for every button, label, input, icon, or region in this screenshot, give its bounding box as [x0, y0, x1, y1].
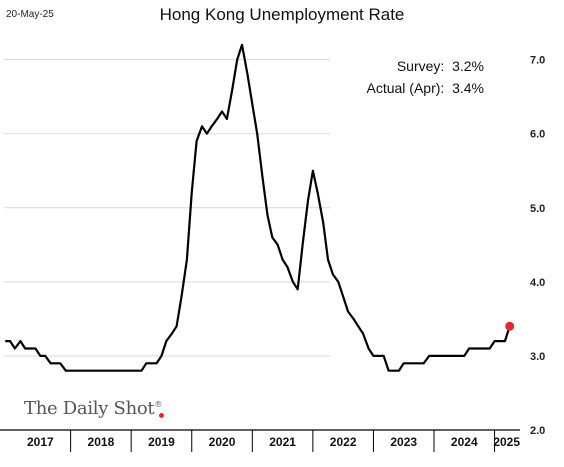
- x-tick-label: 2018: [88, 435, 115, 449]
- x-axis: 2017 2018 2019 2020 2021 2022 2023 2024 2025: [0, 429, 520, 452]
- x-tick-label: 2017: [27, 435, 54, 449]
- gridlines: [4, 59, 330, 357]
- x-tick-label: 2024: [451, 435, 478, 449]
- actual-annotation: Actual (Apr): 3.4%: [366, 80, 485, 96]
- y-tick-label: 4.0: [530, 277, 545, 289]
- date-stamp: 20-May-25: [6, 9, 54, 20]
- x-tick-label: 2025: [493, 435, 520, 449]
- x-tick-label: 2021: [269, 435, 296, 449]
- y-tick-label: 7.0: [530, 55, 545, 67]
- y-axis: 2.0 3.0 4.0 5.0 6.0 7.0: [530, 55, 545, 437]
- x-tick-label: 2020: [209, 435, 236, 449]
- survey-annotation: Survey: 3.2%: [396, 58, 484, 74]
- y-tick-label: 3.0: [530, 351, 545, 363]
- watermark-logo: The Daily Shot®: [24, 398, 165, 419]
- x-tick-label: 2023: [390, 435, 417, 449]
- x-tick-label: 2019: [148, 435, 175, 449]
- chart-title: Hong Kong Unemployment Rate: [159, 5, 405, 24]
- y-tick-label: 2.0: [530, 425, 545, 437]
- x-tick-label: 2022: [330, 435, 357, 449]
- latest-data-point: [505, 321, 515, 331]
- series-line-unemployment: [5, 43, 511, 372]
- y-tick-label: 6.0: [530, 129, 545, 141]
- y-tick-label: 5.0: [530, 203, 545, 215]
